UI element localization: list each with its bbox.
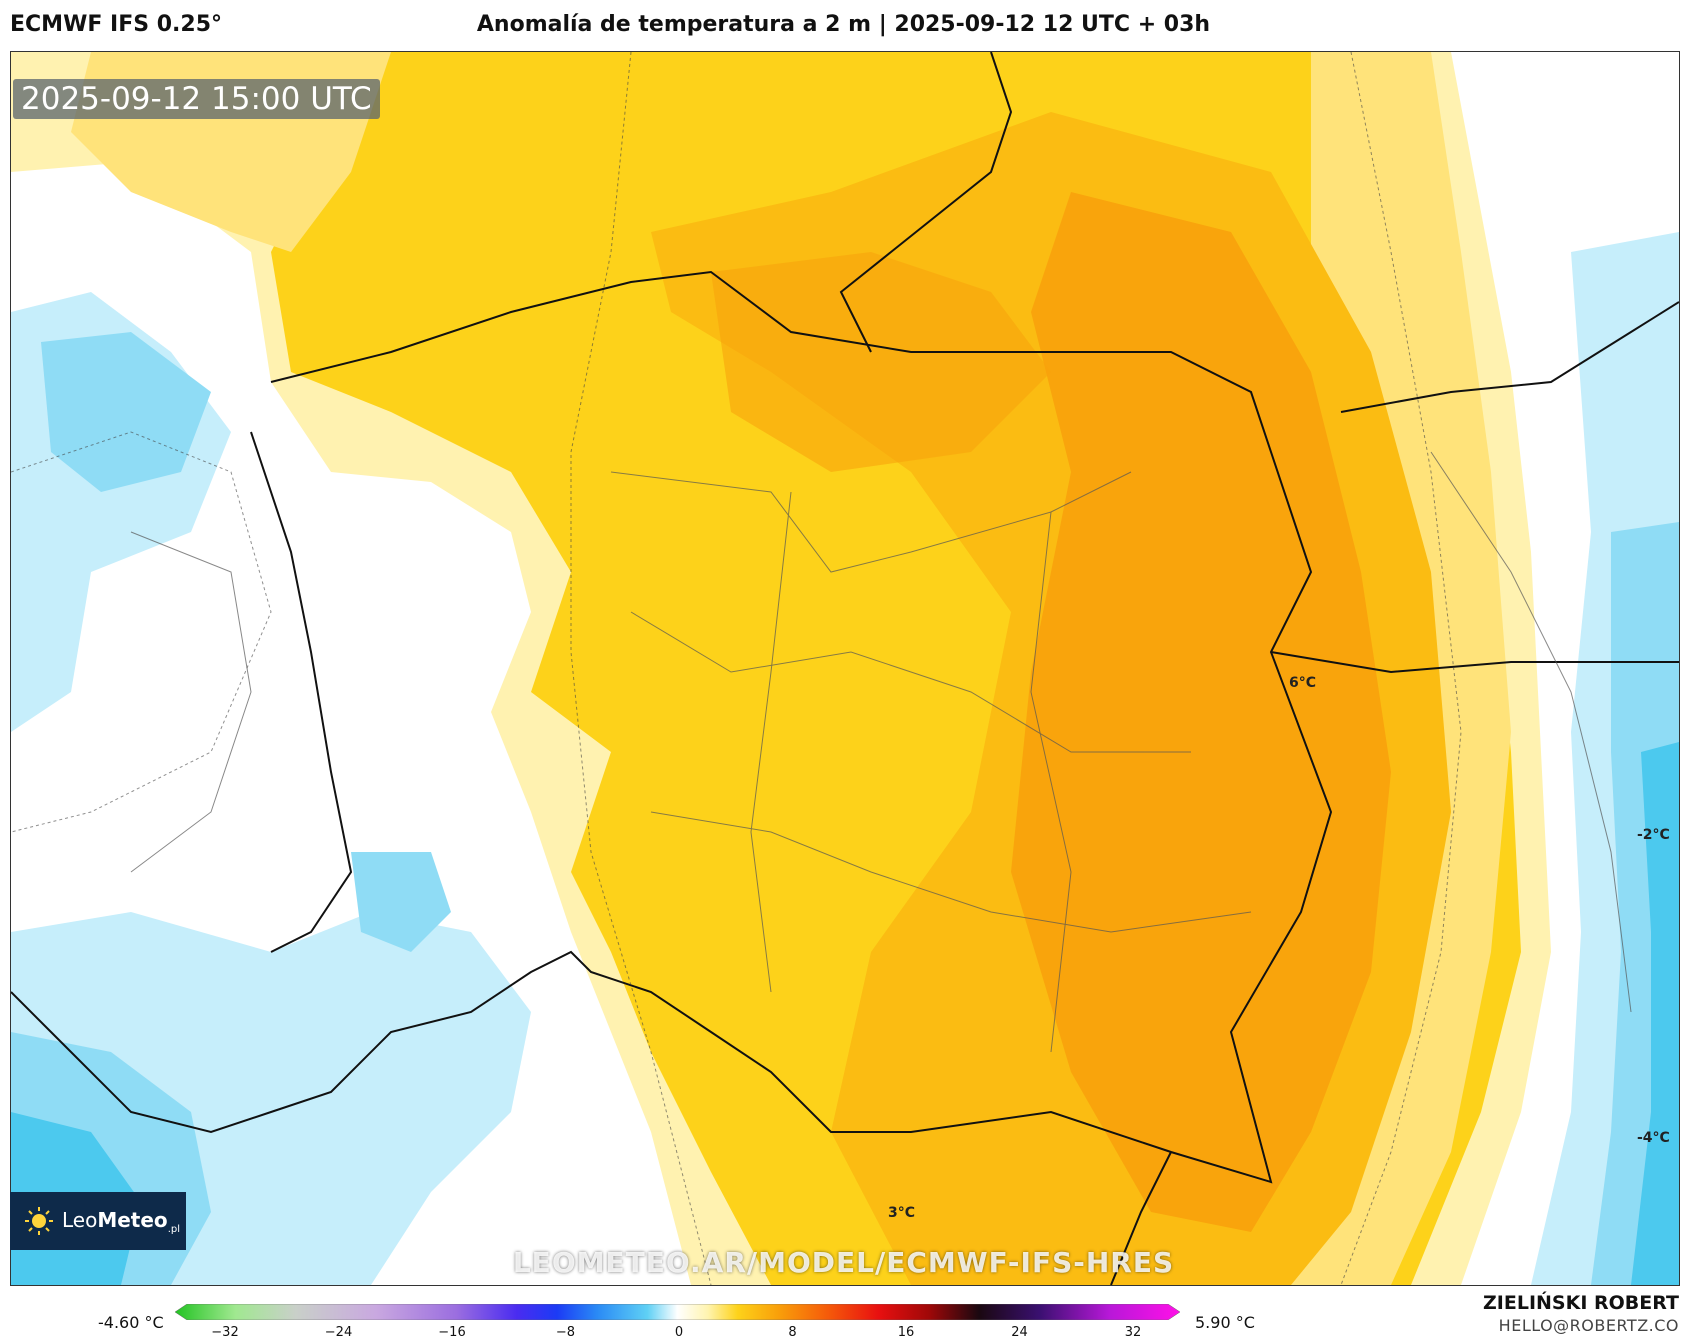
iso-label-6: 6°C [1289,675,1317,691]
colorbar-tick-label: 16 [897,1325,915,1340]
colorbar-tick-label: −8 [555,1325,576,1340]
colorbar [175,1304,1180,1320]
east-strong-blue-zone [1631,742,1679,1285]
author-email[interactable]: HELLO@ROBERTZ.CO [1498,1316,1679,1335]
anomaly-map [11,52,1679,1285]
central-orange-zone [1011,192,1391,1232]
colorbar-tick-label: −16 [438,1325,466,1340]
colorbar-min-label: -4.60 °C [98,1313,164,1332]
model-title: ECMWF IFS 0.25° [10,12,223,37]
north-orange-zone [711,252,1051,472]
map-area[interactable]: 2025-09-12 15:00 UTC 6°C -2°C -4°C 3°C [10,51,1680,1286]
colorbar-tick-label: 8 [788,1325,797,1340]
colorbar-tick-label: 32 [1124,1325,1142,1340]
iso-label-minus2: -2°C [1637,827,1670,843]
west-blue-zone [41,332,211,492]
source-watermark: LEOMETEO.AR/MODEL/ECMWF-IFS-HRES [512,1246,1175,1279]
leometeo-logo[interactable]: LeoMeteo.pl [10,1192,186,1250]
iso-label-3: 3°C [888,1205,916,1221]
sun-icon [24,1206,54,1236]
chart-title: Anomalía de temperatura a 2 m | 2025-09-… [476,12,1211,37]
colorbar-tick-label: 24 [1011,1325,1028,1340]
region-borders [130,451,1632,1053]
valid-time-badge: 2025-09-12 15:00 UTC [13,79,380,119]
colorbar-tick-label: −24 [324,1325,353,1340]
author-name: ZIELIŃSKI ROBERT [1483,1292,1679,1314]
colorbar-max-label: 5.90 °C [1195,1313,1255,1332]
iso-label-minus4: -4°C [1637,1130,1670,1146]
colorbar-tick-label: 0 [674,1325,684,1340]
isotherm-lines [11,52,1462,1285]
czech-blue-spot [351,852,451,952]
logo-text: LeoMeteo.pl [62,1207,180,1235]
colorbar-tick-label: −32 [211,1325,239,1340]
country-borders [11,52,1679,1285]
